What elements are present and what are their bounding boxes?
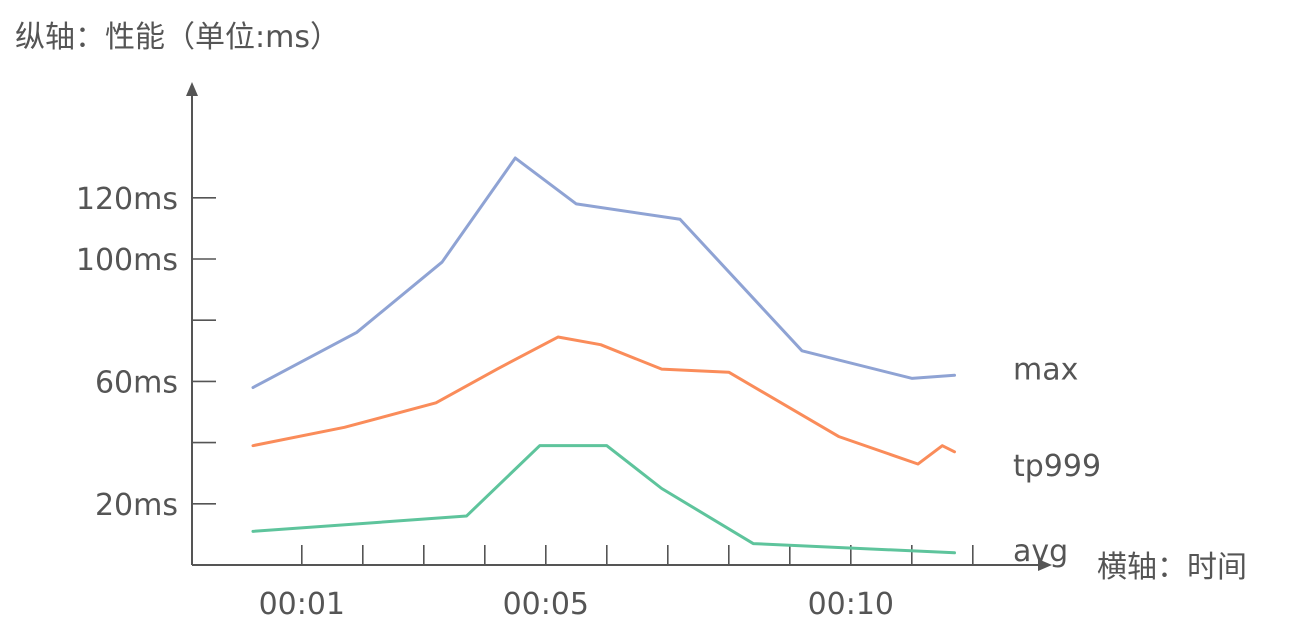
legend-label-avg: avg (1013, 534, 1068, 569)
series-layer (251, 156, 956, 555)
legend-layer: max tp999 avg (1013, 352, 1101, 568)
legend-label-max: max (1013, 352, 1078, 387)
x-tick-label: 00:10 (808, 587, 894, 622)
y-axis-title: 纵轴：性能（单位:ms） (15, 20, 340, 55)
y-tick-label: 120ms (76, 182, 178, 217)
y-tick-label: 20ms (95, 488, 178, 523)
y-tick-label: 60ms (95, 365, 178, 400)
y-tick-label: 100ms (76, 243, 178, 278)
x-axis-arrow-icon (1038, 559, 1052, 571)
x-axis-title: 横轴：时间 (1097, 550, 1247, 585)
series-line-tp999 (251, 335, 956, 466)
series-line-max (251, 156, 956, 390)
x-tick-label: 00:05 (503, 587, 589, 622)
series-line-avg (251, 444, 956, 555)
axes: 20ms 60ms 100ms 120ms 00:01 00:05 00:10 (76, 82, 1052, 622)
x-tick-label: 00:01 (259, 587, 345, 622)
y-axis-arrow-icon (186, 82, 198, 96)
legend-label-tp999: tp999 (1013, 449, 1101, 484)
